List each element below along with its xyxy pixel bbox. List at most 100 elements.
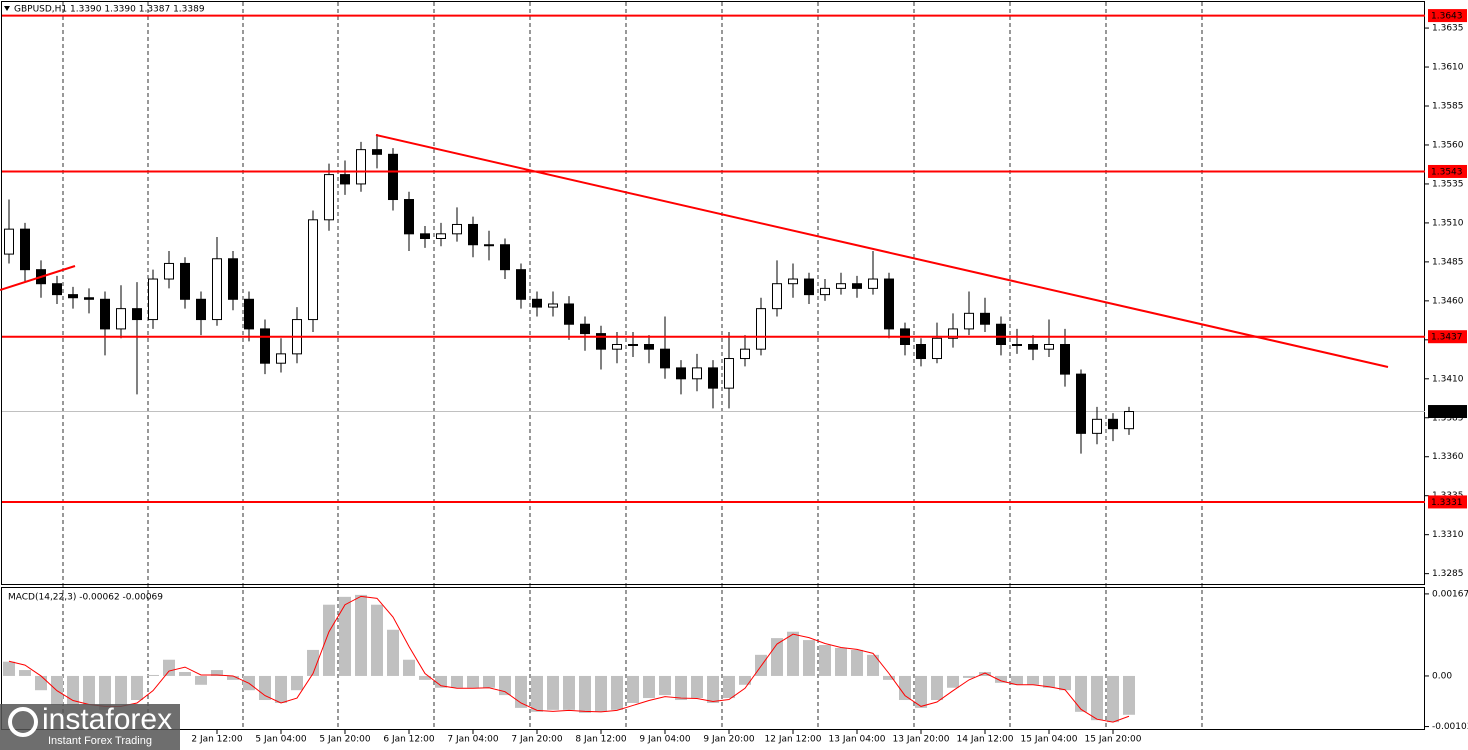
last-price-label: 1.3389 — [1431, 408, 1463, 418]
x-tick-label: 13 Jan 20:00 — [893, 735, 950, 745]
macd-bar — [531, 675, 543, 712]
macd-bar — [675, 675, 687, 701]
x-tick-label: 12 Jan 12:00 — [765, 735, 822, 745]
y-tick-label: 1.3560 — [1432, 140, 1464, 150]
x-tick-label: 13 Jan 04:00 — [829, 735, 886, 745]
macd-bar — [259, 675, 271, 701]
x-tick-label: 7 Jan 04:00 — [447, 735, 499, 745]
x-tick-label: 5 Jan 20:00 — [319, 735, 371, 745]
signal-line — [8, 595, 1130, 723]
title-arrow — [4, 6, 10, 11]
x-tick-label: 9 Jan 20:00 — [703, 735, 755, 745]
macd-bar — [1059, 675, 1071, 691]
candle-body — [340, 174, 350, 185]
candle-body — [756, 308, 766, 350]
macd-bar — [515, 675, 527, 708]
macd-bar — [323, 604, 335, 676]
macd-bar — [163, 659, 175, 676]
candle-body — [916, 344, 926, 360]
candle-body — [836, 283, 846, 289]
x-tick-label: 2 Jan 12:00 — [191, 735, 243, 745]
macd-bar — [643, 675, 655, 699]
level-label: 1.3437 — [1431, 333, 1463, 343]
y-tick-label: 1.3385 — [1432, 413, 1464, 423]
candle-body — [596, 333, 606, 350]
macd-bar — [563, 675, 575, 710]
macd-bar — [1107, 675, 1119, 723]
macd-bar — [739, 675, 751, 685]
macd-bar — [403, 659, 415, 676]
y-tick-label: 0.00 — [1432, 671, 1452, 681]
x-tick-label: 14 Jan 12:00 — [957, 735, 1014, 745]
macd-bar — [931, 675, 943, 701]
macd-bar — [707, 675, 719, 703]
candle-body — [1108, 418, 1118, 430]
y-tick-label: 1.3285 — [1432, 569, 1464, 579]
macd-bar — [723, 675, 735, 699]
x-tick-label: 8 Jan 12:00 — [575, 735, 627, 745]
candle-body — [436, 233, 446, 240]
y-tick-label: 1.3510 — [1432, 218, 1464, 228]
y-tick-label: 1.3485 — [1432, 257, 1464, 267]
candle-body — [708, 367, 718, 389]
candle-body — [388, 153, 398, 201]
macd-bar — [147, 674, 159, 676]
candle-body — [628, 344, 638, 346]
y-tick-label: 1.3585 — [1432, 102, 1464, 112]
macd-bar — [691, 675, 703, 699]
macd-bar — [867, 654, 879, 676]
candle-body — [1092, 418, 1102, 434]
candle-body — [548, 303, 558, 308]
watermark-tagline: Instant Forex Trading — [48, 735, 152, 747]
macd-bar — [291, 675, 303, 691]
candle-body — [820, 287, 830, 296]
candle-body — [852, 283, 862, 289]
level-label: 1.3331 — [1431, 498, 1463, 508]
x-tick-label: 15 Jan 04:00 — [1021, 735, 1078, 745]
candle-body — [260, 328, 270, 364]
candle-body — [964, 312, 974, 330]
level-label-box — [1428, 9, 1467, 23]
macd-bar — [803, 640, 815, 676]
macd-bar — [387, 629, 399, 676]
candle-body — [20, 228, 30, 271]
candle-body — [692, 367, 702, 380]
y-tick-label: 1.3310 — [1432, 530, 1464, 540]
macd-bar — [611, 675, 623, 710]
candle-body — [644, 344, 654, 350]
y-tick-label: 0.00167 — [1432, 589, 1468, 599]
macd-bar — [1075, 675, 1087, 712]
macd-bar — [979, 672, 991, 676]
candle-body — [404, 199, 414, 235]
x-tick-label: 9 Jan 04:00 — [639, 735, 691, 745]
y-tick-label: 1.3410 — [1432, 374, 1464, 384]
macd-bar — [883, 675, 895, 680]
macd-bar — [499, 675, 511, 696]
candle-body — [884, 278, 894, 330]
macd-bar — [899, 675, 911, 701]
x-tick-label: 15 Jan 20:00 — [1085, 735, 1142, 745]
candle-body — [516, 269, 526, 300]
macd-bar — [1091, 675, 1103, 721]
macd-bar — [99, 675, 111, 710]
x-tick-label: 6 Jan 12:00 — [383, 735, 435, 745]
candle-body — [484, 244, 494, 247]
macd-pane-frame — [1, 587, 1425, 730]
candle-body — [676, 367, 686, 380]
axis-labels: 1.3635 1.3610 1.3585 1.3560 1.3535 1.3510 1.34… — [191, 9, 1468, 745]
level-label: 1.3643 — [1431, 12, 1463, 22]
macd-bar — [483, 675, 495, 688]
macd-title: MACD(14,22,3) -0.00062 -0.00069 — [8, 593, 163, 603]
candle-body — [580, 323, 590, 335]
trend-line — [375, 134, 1389, 368]
candle-body — [468, 223, 478, 246]
macd-bar — [3, 661, 15, 676]
candle-body — [196, 298, 206, 321]
candle-body — [356, 149, 366, 185]
macd-bar — [371, 604, 383, 676]
macd-bar — [179, 672, 191, 676]
macd-bar — [851, 649, 863, 676]
candle-body — [100, 298, 110, 330]
candle-body — [868, 278, 878, 289]
